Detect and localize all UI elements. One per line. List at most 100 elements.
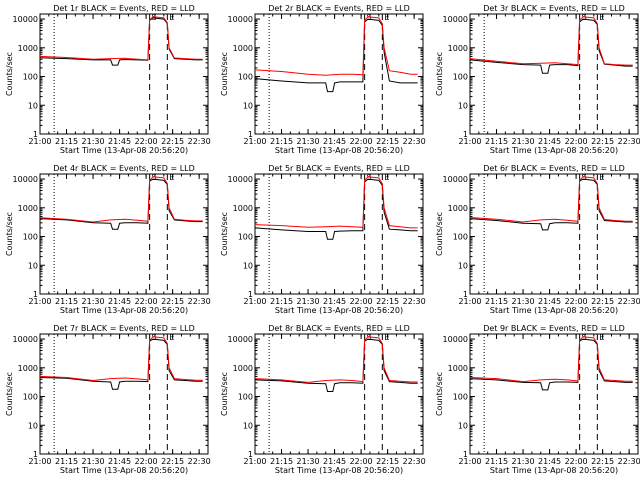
end-flag: E <box>599 333 604 342</box>
y-tick-label: 100 <box>23 233 38 242</box>
x-tick-label: 22:15 <box>591 457 614 466</box>
y-tick-label: 10 <box>28 421 38 430</box>
x-tick-label: 21:15 <box>270 297 293 306</box>
series-line-lld <box>254 16 418 76</box>
begin-flag: S <box>152 13 157 22</box>
x-tick-label: 21:45 <box>538 297 561 306</box>
x-axis-label: Start Time (13-Apr-08 20:56:20) <box>275 306 403 315</box>
panel-det-2: Det 2r BLACK = Events, RED = LLD 1 10 100 10… <box>220 4 426 155</box>
x-tick-label: 21:30 <box>512 137 535 146</box>
end-flag: E <box>384 13 389 22</box>
panel-det-4: Det 4r BLACK = Events, RED = LLD 1 10 100 10… <box>5 164 211 315</box>
x-tick-label: 21:00 <box>243 457 266 466</box>
plot-frame <box>469 333 639 455</box>
x-tick-label: 21:15 <box>55 457 78 466</box>
x-tick-label: 22:30 <box>618 137 640 146</box>
end-flag: E <box>169 173 174 182</box>
end-flag: E <box>169 333 174 342</box>
plot-frame <box>254 13 424 135</box>
y-tick-label: 10 <box>458 261 468 270</box>
x-tick-label: 21:15 <box>485 137 508 146</box>
x-tick-label: 21:30 <box>512 297 535 306</box>
panel-title: Det 6r BLACK = Events, RED = LLD <box>483 164 625 173</box>
x-tick-label: 22:30 <box>403 297 426 306</box>
x-tick-label: 22:15 <box>591 137 614 146</box>
y-tick-label: 10 <box>28 261 38 270</box>
series-line-events <box>469 178 633 231</box>
y-tick-label: 1 <box>33 450 38 459</box>
y-tick-label: 1000 <box>18 44 38 53</box>
series-line-events <box>254 18 418 93</box>
x-tick-label: 22:00 <box>565 297 588 306</box>
series-line-events <box>254 338 418 392</box>
plot-frame <box>254 173 424 295</box>
x-tick-label: 22:30 <box>618 297 640 306</box>
x-tick-label: 21:45 <box>323 137 346 146</box>
panel-det-8: Det 8r BLACK = Events, RED = LLD 1 10 100 10… <box>220 324 426 475</box>
series-line-lld <box>254 176 418 229</box>
y-tick-label: 10 <box>243 101 253 110</box>
y-tick-label: 100 <box>453 393 468 402</box>
x-tick-label: 22:30 <box>188 457 211 466</box>
y-axis-label: Counts/sec <box>220 372 229 416</box>
y-tick-label: 10000 <box>228 175 253 184</box>
y-tick-label: 10 <box>243 261 253 270</box>
y-tick-label: 10 <box>28 101 38 110</box>
x-tick-label: 21:30 <box>297 137 320 146</box>
panel-det-7: Det 7r BLACK = Events, RED = LLD 1 10 100 10… <box>5 324 211 475</box>
y-tick-label: 1 <box>463 290 468 299</box>
x-tick-label: 21:00 <box>458 297 481 306</box>
plot-frame <box>254 333 424 455</box>
y-tick-label: 10000 <box>13 175 38 184</box>
x-tick-label: 22:15 <box>376 457 399 466</box>
y-tick-label: 1 <box>33 290 38 299</box>
y-tick-label: 10000 <box>228 335 253 344</box>
x-tick-label: 22:00 <box>135 457 158 466</box>
x-tick-label: 21:00 <box>458 457 481 466</box>
y-tick-label: 10000 <box>443 335 468 344</box>
y-tick-label: 1000 <box>448 364 468 373</box>
x-tick-label: 22:15 <box>161 457 184 466</box>
x-tick-label: 22:00 <box>350 457 373 466</box>
y-axis-label: Counts/sec <box>435 52 444 96</box>
x-tick-label: 21:15 <box>270 137 293 146</box>
series-line-lld <box>469 336 633 383</box>
x-tick-label: 21:30 <box>82 137 105 146</box>
x-tick-label: 22:15 <box>591 297 614 306</box>
series-line-lld <box>254 336 418 383</box>
x-tick-label: 22:30 <box>403 457 426 466</box>
y-tick-label: 1 <box>248 450 253 459</box>
series-line-lld <box>469 176 633 223</box>
plot-frame <box>39 173 209 295</box>
x-tick-label: 21:30 <box>512 457 535 466</box>
x-tick-label: 22:15 <box>376 297 399 306</box>
panel-det-5: Det 5r BLACK = Events, RED = LLD 1 10 100 10… <box>220 164 426 315</box>
x-axis-label: Start Time (13-Apr-08 20:56:20) <box>490 466 618 475</box>
y-tick-label: 1000 <box>18 204 38 213</box>
x-tick-label: 21:00 <box>28 457 51 466</box>
x-tick-label: 21:00 <box>28 297 51 306</box>
panel-title: Det 8r BLACK = Events, RED = LLD <box>268 324 410 333</box>
panel-title: Det 5r BLACK = Events, RED = LLD <box>268 164 410 173</box>
x-axis-label: Start Time (13-Apr-08 20:56:20) <box>60 146 188 155</box>
y-tick-label: 10 <box>243 421 253 430</box>
panel-title: Det 4r BLACK = Events, RED = LLD <box>53 164 195 173</box>
y-axis-label: Counts/sec <box>220 212 229 256</box>
x-axis-label: Start Time (13-Apr-08 20:56:20) <box>490 306 618 315</box>
y-tick-label: 10000 <box>13 335 38 344</box>
x-tick-label: 21:45 <box>323 457 346 466</box>
y-tick-label: 1000 <box>233 364 253 373</box>
begin-flag: S <box>152 173 157 182</box>
panel-title: Det 9r BLACK = Events, RED = LLD <box>483 324 625 333</box>
series-line-events <box>39 178 203 230</box>
end-flag: E <box>384 173 389 182</box>
x-tick-label: 21:45 <box>108 297 131 306</box>
series-line-lld <box>39 336 203 382</box>
plot-frame <box>39 13 209 135</box>
y-tick-label: 1 <box>463 130 468 139</box>
end-flag: E <box>384 333 389 342</box>
x-tick-label: 21:15 <box>485 457 508 466</box>
x-tick-label: 21:30 <box>297 297 320 306</box>
x-tick-label: 22:00 <box>565 137 588 146</box>
